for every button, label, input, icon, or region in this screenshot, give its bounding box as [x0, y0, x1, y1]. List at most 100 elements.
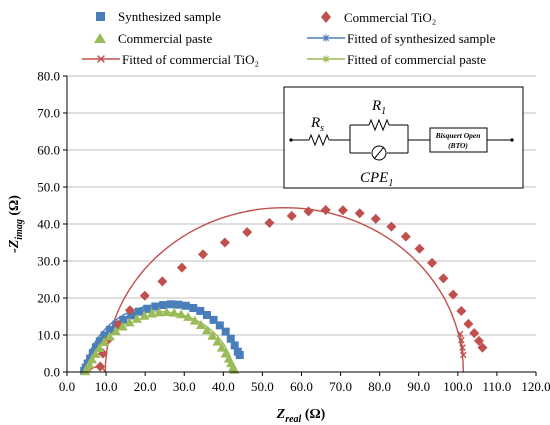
- x-tick-label: 0.0: [59, 379, 75, 394]
- x-tick-label: 110.0: [483, 379, 512, 394]
- data-point-diamond: [473, 335, 484, 346]
- data-point-square: [215, 321, 224, 330]
- data-point-diamond: [463, 318, 474, 329]
- data-point-diamond: [139, 290, 150, 301]
- x-marker: [459, 344, 466, 351]
- legend: Synthesized sample Commercial TiO₂ Comme…: [82, 9, 496, 67]
- data-point-square: [143, 304, 152, 313]
- data-point-square: [166, 300, 175, 309]
- data-point-triangle: [131, 313, 142, 323]
- data-point-triangle: [201, 325, 212, 335]
- x-tick-label: 50.0: [251, 379, 274, 394]
- data-point-square: [127, 311, 136, 320]
- legend-star-marker: [322, 34, 330, 42]
- data-point-triangle: [207, 330, 218, 340]
- legend-label-synthesized-sample: Synthesized sample: [118, 9, 221, 24]
- x-marker: [456, 330, 464, 338]
- data-point-diamond: [354, 208, 365, 219]
- data-point-triangle: [94, 342, 105, 352]
- data-point-square: [105, 325, 114, 334]
- data-point-square: [91, 343, 100, 352]
- star-marker: [322, 55, 330, 63]
- circuit-wires: [291, 118, 512, 161]
- legend-diamond-marker: [321, 11, 331, 23]
- data-point-triangle: [189, 315, 200, 325]
- data-point-diamond: [157, 276, 168, 287]
- data-point-diamond: [95, 361, 106, 372]
- data-point-diamond: [456, 305, 467, 316]
- data-point-square: [235, 350, 244, 359]
- legend-item-fitted-commercial-paste: Fitted of commercial paste: [307, 52, 486, 67]
- data-point-square: [174, 300, 183, 309]
- y-tick-label: 60.0: [37, 143, 60, 158]
- data-point-diamond: [303, 206, 314, 217]
- label-rs: Rs: [310, 115, 324, 134]
- x-tick-label: 20.0: [134, 379, 157, 394]
- data-point-square: [230, 341, 239, 350]
- data-point-triangle: [84, 359, 95, 369]
- legend-square-marker: [96, 12, 105, 21]
- legend-item-fitted-commercial-tio2: Fitted of commercial TiO₂: [82, 52, 259, 67]
- data-point-square: [88, 349, 97, 358]
- data-point-square: [221, 327, 230, 336]
- data-point-diamond: [286, 210, 297, 221]
- data-point-triangle: [161, 307, 172, 317]
- data-point-diamond: [320, 204, 331, 215]
- data-point-square: [119, 315, 128, 324]
- inset-frame: [283, 86, 524, 189]
- legend-item-synthesized-sample: Synthesized sample: [96, 9, 221, 24]
- y-tick-label: 70.0: [37, 106, 60, 121]
- legend-label-commercial-tio2: Commercial TiO₂: [344, 10, 436, 25]
- x-marker: [460, 351, 467, 359]
- y-tick-label: 0.0: [44, 365, 60, 380]
- resistor-rs-symbol: [308, 133, 330, 147]
- y-axis-title: -Zimag (Ω): [7, 195, 25, 253]
- data-point-triangle: [196, 320, 207, 330]
- data-point-diamond: [370, 213, 381, 224]
- data-point-triangle: [104, 331, 115, 341]
- data-point-square: [159, 301, 168, 310]
- legend-star-marker: [322, 55, 330, 63]
- data-point-triangle: [90, 348, 101, 358]
- y-tick-label: 50.0: [37, 180, 60, 195]
- circuit-terminal-right: [510, 138, 514, 142]
- data-point-diamond: [477, 342, 488, 353]
- y-tick-label: 10.0: [37, 328, 60, 343]
- data-point-triangle: [176, 309, 187, 319]
- resistor-r1-symbol: [368, 118, 390, 132]
- data-point-triangle: [117, 321, 128, 331]
- data-point-square: [202, 311, 211, 320]
- data-point-diamond: [176, 262, 187, 273]
- tick-labels: 0.0 10.0 20.0 30.0 40.0 50.0 60.0 70.0 80.0 0.0 10…: [37, 69, 550, 395]
- data-point-diamond: [414, 243, 425, 254]
- fit-curve: [104, 206, 464, 373]
- data-point-diamond: [198, 249, 209, 260]
- data-point-triangle: [169, 307, 180, 317]
- x-tick-label: 10.0: [95, 379, 118, 394]
- data-point-diamond: [337, 205, 348, 216]
- legend-item-commercial-tio2: Commercial TiO₂: [321, 10, 436, 25]
- data-point-triangle: [146, 308, 157, 318]
- data-series: [80, 204, 488, 376]
- equivalent-circuit-inset: Rs R1 CPE1 Bisquert Open (BTO): [283, 86, 524, 189]
- data-point-triangle: [183, 311, 194, 321]
- data-point-square: [181, 301, 190, 310]
- data-point-square: [134, 307, 143, 316]
- legend-triangle-marker: [94, 33, 106, 43]
- data-point-square: [95, 337, 104, 346]
- data-point-triangle: [99, 337, 110, 347]
- legend-label-commercial-paste: Commercial paste: [118, 31, 212, 46]
- data-point-diamond: [400, 231, 411, 242]
- legend-item-fitted-synthesized: Fitted of synthesized sample: [307, 31, 496, 46]
- star-marker: [322, 34, 330, 42]
- data-point-square: [196, 306, 205, 315]
- legend-x-marker: [97, 55, 105, 63]
- data-point-diamond: [448, 289, 459, 300]
- label-r1: R1: [371, 98, 386, 117]
- data-point-diamond: [264, 217, 275, 228]
- data-point-diamond: [219, 237, 230, 248]
- data-point-square: [209, 315, 218, 324]
- x-tick-label: 30.0: [173, 379, 196, 394]
- label-bto-line2: (BTO): [448, 141, 468, 150]
- legend-item-commercial-paste: Commercial paste: [94, 31, 212, 46]
